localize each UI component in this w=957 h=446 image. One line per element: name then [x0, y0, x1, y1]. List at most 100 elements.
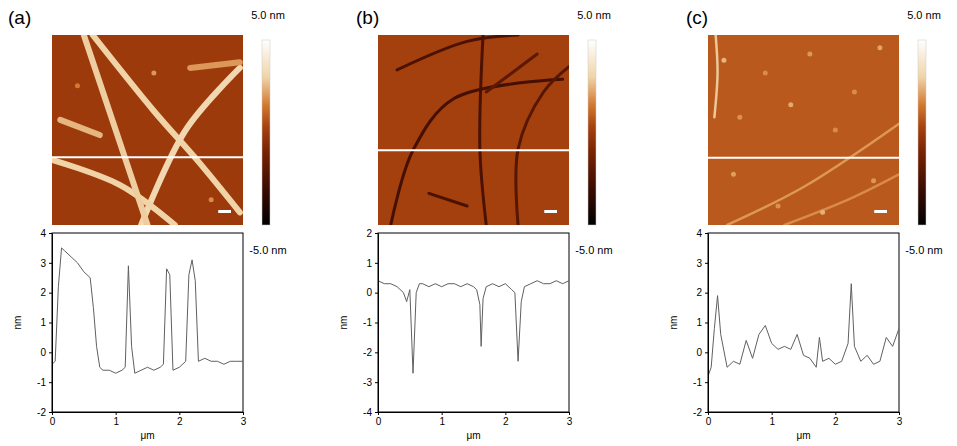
tick-mark [375, 293, 378, 294]
panel-label: (a) [8, 7, 31, 28]
tick-mark [569, 412, 570, 415]
y-axis-title: nm [668, 316, 679, 330]
fiber [429, 193, 467, 206]
fiber [486, 54, 537, 92]
scale-bar [544, 210, 557, 213]
colorbar-label: 5.0 nm [907, 9, 941, 21]
axis-line [708, 234, 709, 413]
tick: 2 [696, 287, 708, 298]
tick-label: -2 [363, 347, 372, 358]
tick: 3 [897, 412, 903, 427]
tick-label: 3 [241, 416, 247, 427]
tick-label: 0 [376, 416, 382, 427]
tick-mark [49, 382, 52, 383]
tick-label: 0 [366, 287, 372, 298]
tick: 2 [366, 228, 378, 239]
tick-mark [375, 323, 378, 324]
tick-label: 2 [833, 416, 839, 427]
profile-curve [708, 284, 899, 376]
tick-label: 4 [696, 228, 702, 239]
y-axis-title: nm [12, 316, 23, 330]
axis-line [53, 412, 244, 413]
tick-mark [375, 412, 378, 413]
spot [833, 128, 838, 133]
figure-svg: (a)5.0 nm-5.0 nm0123-2-101234μmnm(b)5.0 … [0, 0, 957, 446]
tick-label: 1 [769, 416, 775, 427]
plot-frame [378, 233, 569, 412]
tick-label: 3 [696, 258, 702, 269]
spot [877, 45, 882, 50]
tick-label: 4 [40, 228, 46, 239]
fiber [714, 35, 717, 117]
tick-mark [49, 352, 52, 353]
tick: 1 [439, 412, 445, 427]
tick: 0 [40, 347, 52, 358]
profile-curve [52, 248, 243, 373]
tick-mark [705, 263, 708, 264]
profile-line [708, 157, 899, 159]
x-axis-title: μm [466, 430, 480, 441]
tick-label: -1 [693, 377, 702, 388]
tick: 3 [567, 412, 573, 427]
tick-label: 1 [40, 317, 46, 328]
fiber [727, 124, 899, 225]
plot-area [52, 248, 243, 373]
tick-label: 0 [50, 416, 56, 427]
spot [852, 90, 857, 95]
tick-label: 0 [696, 347, 702, 358]
tick-mark [705, 293, 708, 294]
tick: 3 [40, 258, 52, 269]
x-axis: 0 1 2 3 [706, 412, 903, 427]
tick: 0 [706, 412, 712, 427]
y-axis: -2 -1 0 1 2 3 4 [693, 228, 708, 418]
fiber [784, 174, 899, 225]
tick: 0 [696, 347, 708, 358]
colorbar [588, 40, 596, 225]
y-axis: -4-3-2-1012 [363, 228, 378, 418]
tick-mark [375, 263, 378, 264]
tick-mark [375, 233, 378, 234]
tick-mark [705, 382, 708, 383]
tick: -1 [363, 317, 378, 328]
fiber [480, 35, 487, 225]
tick: 2 [503, 412, 509, 427]
spot [721, 58, 726, 63]
y-axis: -2-101234 [37, 228, 52, 418]
y-axis-title: nm [338, 316, 349, 330]
fiber [397, 35, 518, 70]
tick: -2 [693, 407, 708, 418]
tick-mark [705, 352, 708, 353]
tick-mark [899, 412, 900, 415]
spot [788, 102, 793, 107]
tick-mark [243, 412, 244, 415]
tick: 4 [696, 228, 708, 239]
tick-label: -1 [363, 317, 372, 328]
panel: (c)5.0 nm-5.0 nm0123-2-101234μmnm [668, 7, 943, 441]
axis-line [379, 412, 570, 413]
tick-mark [375, 382, 378, 383]
tick-mark [49, 412, 52, 413]
tick-mark [442, 412, 443, 415]
profile-line [378, 149, 569, 151]
panel: (a)5.0 nm-5.0 nm0123-2-101234μmnm [8, 7, 287, 441]
tick: 2 [177, 412, 183, 427]
tick: -2 [37, 407, 52, 418]
tick-label: 2 [177, 416, 183, 427]
tick-mark [772, 412, 773, 415]
spot [209, 197, 214, 202]
tick: 1 [696, 317, 708, 328]
plot-frame [52, 233, 243, 412]
tick-label: 2 [696, 287, 702, 298]
spot [731, 172, 736, 177]
fiber [516, 67, 569, 225]
tick: 1 [769, 412, 775, 427]
afm-image [708, 35, 899, 225]
tick: 1 [366, 258, 378, 269]
axis-line [52, 234, 53, 413]
panel: (b)5.0 nm-5.0 nm0123-4-3-2-1012μmnm [338, 7, 613, 441]
tick: 1 [113, 412, 119, 427]
tick-label: 0 [40, 347, 46, 358]
tick-label: -1 [37, 377, 46, 388]
tick-mark [835, 412, 836, 415]
tick-label: 2 [503, 416, 509, 427]
